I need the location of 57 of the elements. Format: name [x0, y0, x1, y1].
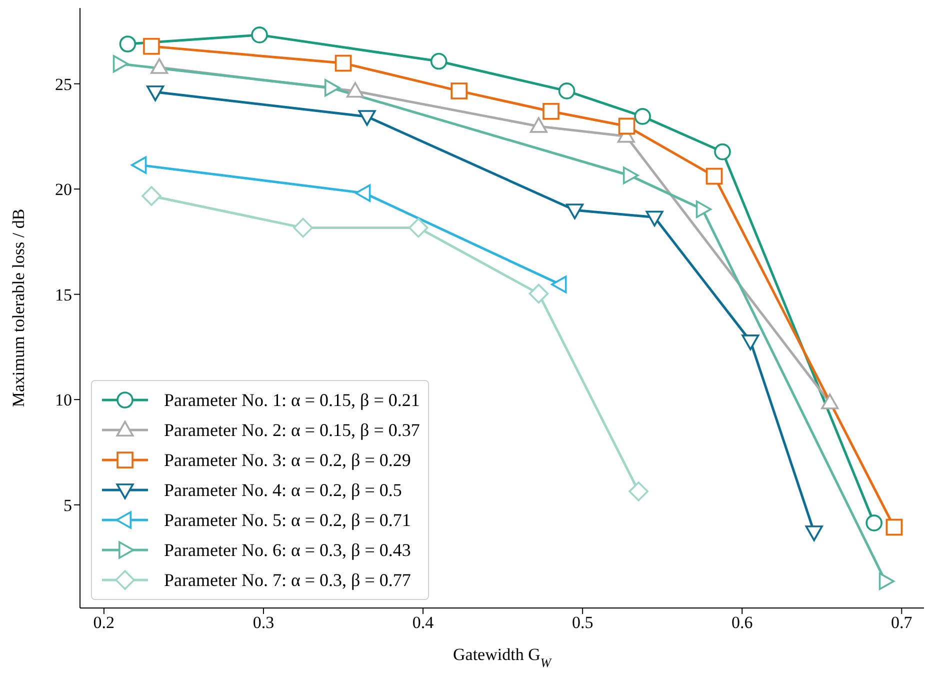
point [146, 85, 164, 102]
point [355, 184, 371, 202]
point [142, 186, 162, 206]
point [805, 525, 823, 542]
legend-label: Parameter No. 2: α = 0.15, β = 0.37 [164, 420, 420, 440]
point [112, 55, 129, 73]
point [119, 36, 136, 52]
x-tick-label: 0.2 [93, 613, 115, 632]
point [628, 481, 648, 502]
point [528, 284, 549, 304]
point [150, 58, 168, 74]
point [293, 218, 313, 238]
point [821, 394, 839, 410]
point [131, 156, 147, 174]
point [646, 210, 664, 226]
point [324, 79, 340, 97]
point [430, 52, 448, 70]
point [566, 204, 584, 220]
y-axis-title: Maximum tolerable loss / dB [9, 208, 28, 408]
x-tick-label: 0.4 [412, 613, 434, 632]
point [558, 82, 576, 100]
point [450, 82, 468, 100]
point [334, 54, 352, 72]
point [622, 166, 639, 184]
x-tick-label: 0.7 [891, 613, 913, 632]
point [634, 108, 651, 125]
y-tick-label: 5 [64, 496, 72, 515]
point [706, 168, 723, 185]
point [878, 572, 895, 590]
legend-label: Parameter No. 3: α = 0.2, β = 0.29 [164, 450, 411, 470]
legend-label: Parameter No. 4: α = 0.2, β = 0.5 [164, 480, 402, 500]
point [742, 334, 760, 350]
x-tick-label: 0.3 [252, 613, 274, 632]
y-tick-label: 20 [55, 180, 72, 200]
point [886, 518, 903, 536]
x-tick-label: 0.6 [731, 613, 753, 632]
legend-label: Parameter No. 5: α = 0.2, β = 0.71 [164, 510, 411, 530]
point [551, 276, 567, 294]
x-axis-title: Gatewidth G$_{W}$ [453, 645, 552, 670]
point [542, 102, 560, 120]
point [696, 200, 712, 218]
legend-label: Parameter No. 6: α = 0.3, β = 0.43 [164, 540, 411, 560]
point [714, 143, 731, 160]
legend-label: Parameter No. 1: α = 0.15, β = 0.21 [164, 390, 420, 410]
point [408, 218, 428, 238]
point [346, 82, 364, 98]
y-tick-label: 15 [55, 285, 72, 304]
legend-label: Parameter No. 7: α = 0.3, β = 0.77 [164, 570, 411, 590]
point [866, 514, 882, 532]
point [530, 117, 548, 133]
point [358, 110, 376, 126]
y-tick-label: 10 [55, 390, 72, 410]
x-tick-label: 0.5 [572, 613, 594, 632]
point [143, 38, 160, 55]
point [251, 26, 268, 44]
point [618, 118, 636, 135]
y-tick-label: 25 [55, 74, 72, 94]
